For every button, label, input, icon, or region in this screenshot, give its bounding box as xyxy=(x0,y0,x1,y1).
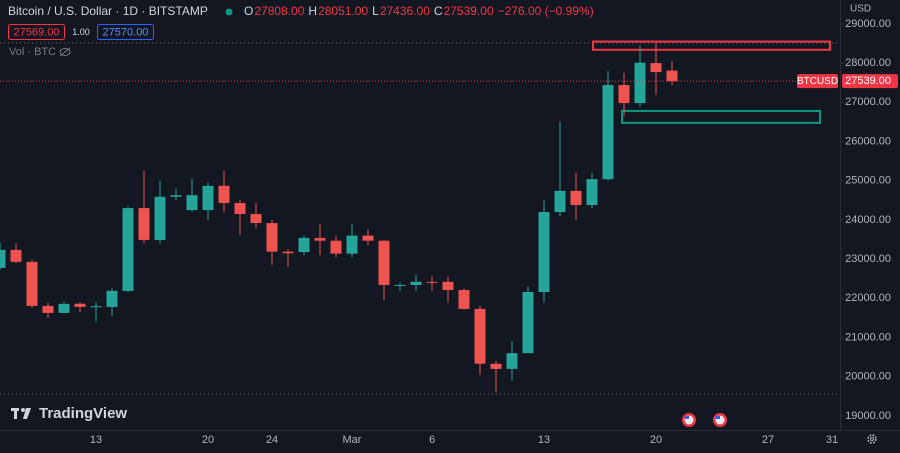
hide-icon[interactable] xyxy=(59,47,71,57)
axis-unit: USD xyxy=(850,4,871,15)
ohlc-legend: O 27808.00 H 28051.00 L 27436.00 C 27539.00 −276… xyxy=(244,4,594,18)
candle-body xyxy=(42,305,54,313)
candle-body xyxy=(266,223,278,252)
x-tick-label: Mar xyxy=(343,434,362,446)
y-tick-label: 29000.00 xyxy=(845,18,891,30)
candle-body xyxy=(90,306,102,308)
candle-body xyxy=(666,70,678,82)
candle-body xyxy=(170,195,182,197)
sell-box[interactable] xyxy=(8,24,65,40)
brand-logo xyxy=(11,408,31,419)
settings-button[interactable] xyxy=(867,434,877,444)
y-tick-label: 26000.00 xyxy=(845,135,891,147)
event-flag[interactable] xyxy=(713,413,727,427)
candle-body xyxy=(570,190,582,206)
y-tick-label: 22000.00 xyxy=(845,292,891,304)
y-tick-label: 21000.00 xyxy=(845,331,891,343)
spread: 1.00 xyxy=(72,27,90,37)
candle-body xyxy=(554,190,566,213)
brand-name: TradingView xyxy=(39,405,127,422)
ohlc-key: L xyxy=(372,4,379,18)
candle-body xyxy=(58,303,70,313)
candle-body xyxy=(250,214,262,224)
symbol-badge xyxy=(797,74,838,89)
candle-body xyxy=(474,308,486,364)
candle-body xyxy=(138,208,150,240)
candle-body xyxy=(522,292,534,354)
candle-body xyxy=(298,237,310,253)
candle-body xyxy=(394,284,406,286)
y-tick-label: 19000.00 xyxy=(845,410,891,422)
ohlc-value: 27539.00 xyxy=(444,4,494,18)
x-tick-label: 13 xyxy=(90,434,102,446)
status-dot xyxy=(225,8,233,16)
candle-body xyxy=(586,179,598,206)
candle-body xyxy=(330,240,342,254)
x-tick-label: 6 xyxy=(429,434,435,446)
x-tick-label: 27 xyxy=(762,434,774,446)
ohlc-value: 27808.00 xyxy=(254,4,304,18)
candle-body xyxy=(506,353,518,369)
buy-price[interactable]: 27570.00 xyxy=(103,26,149,38)
y-tick-label: 24000.00 xyxy=(845,214,891,226)
y-tick-label: 27000.00 xyxy=(845,96,891,108)
price-badge-text: 27539.00 xyxy=(845,75,891,87)
ohlc-value: 27436.00 xyxy=(380,4,430,18)
ohlc-key: C xyxy=(434,4,443,18)
candle-body xyxy=(602,85,614,180)
candle-body xyxy=(362,235,374,241)
price-badge xyxy=(842,74,898,89)
candle-body xyxy=(426,281,438,283)
candle-body xyxy=(234,203,246,215)
candle-body xyxy=(650,63,662,73)
candle-body xyxy=(122,208,134,291)
candle-body xyxy=(634,62,646,104)
candle-body xyxy=(74,303,86,307)
x-tick-label: 31 xyxy=(826,434,838,446)
plot xyxy=(0,40,840,393)
change: −276.00 (−0.99%) xyxy=(498,4,594,18)
symbol-badge-text: BTCUSD xyxy=(797,76,838,87)
y-tick-label: 20000.00 xyxy=(845,371,891,383)
y-tick-label: 28000.00 xyxy=(845,57,891,69)
candle-body xyxy=(106,290,118,307)
candle-body xyxy=(218,185,230,204)
buy-box[interactable] xyxy=(97,24,154,40)
candle-body xyxy=(346,235,358,254)
candle-body xyxy=(378,240,390,285)
ohlc-value: 28051.00 xyxy=(318,4,368,18)
candle-body xyxy=(618,85,630,104)
candle-body xyxy=(490,363,502,369)
x-tick-label: 20 xyxy=(202,434,214,446)
y-tick-label: 23000.00 xyxy=(845,253,891,265)
volume-label: Vol · BTC xyxy=(9,46,56,58)
candle-body xyxy=(282,251,294,254)
y-tick-label: 25000.00 xyxy=(845,175,891,187)
x-tick-label: 13 xyxy=(538,434,550,446)
candle-body xyxy=(10,249,22,262)
ohlc-key: O xyxy=(244,4,253,18)
candle-body xyxy=(410,281,422,285)
zone xyxy=(621,109,821,124)
zone xyxy=(592,40,831,51)
candle-body xyxy=(538,212,550,293)
symbol-title: Bitcoin / U.S. Dollar · 1D · BITSTAMP xyxy=(8,4,208,18)
event-flag[interactable] xyxy=(682,413,696,427)
candle-body xyxy=(186,195,198,211)
candle-body xyxy=(154,196,166,240)
candle-body xyxy=(458,290,470,309)
candle-body xyxy=(442,281,454,291)
sell-price[interactable]: 27569.00 xyxy=(14,26,60,38)
ohlc-key: H xyxy=(308,4,317,18)
x-tick-label: 24 xyxy=(266,434,278,446)
candle-body xyxy=(314,237,326,241)
candle-body xyxy=(26,261,38,306)
x-tick-label: 20 xyxy=(650,434,662,446)
candle-body xyxy=(202,185,214,211)
candle-body xyxy=(0,249,6,268)
